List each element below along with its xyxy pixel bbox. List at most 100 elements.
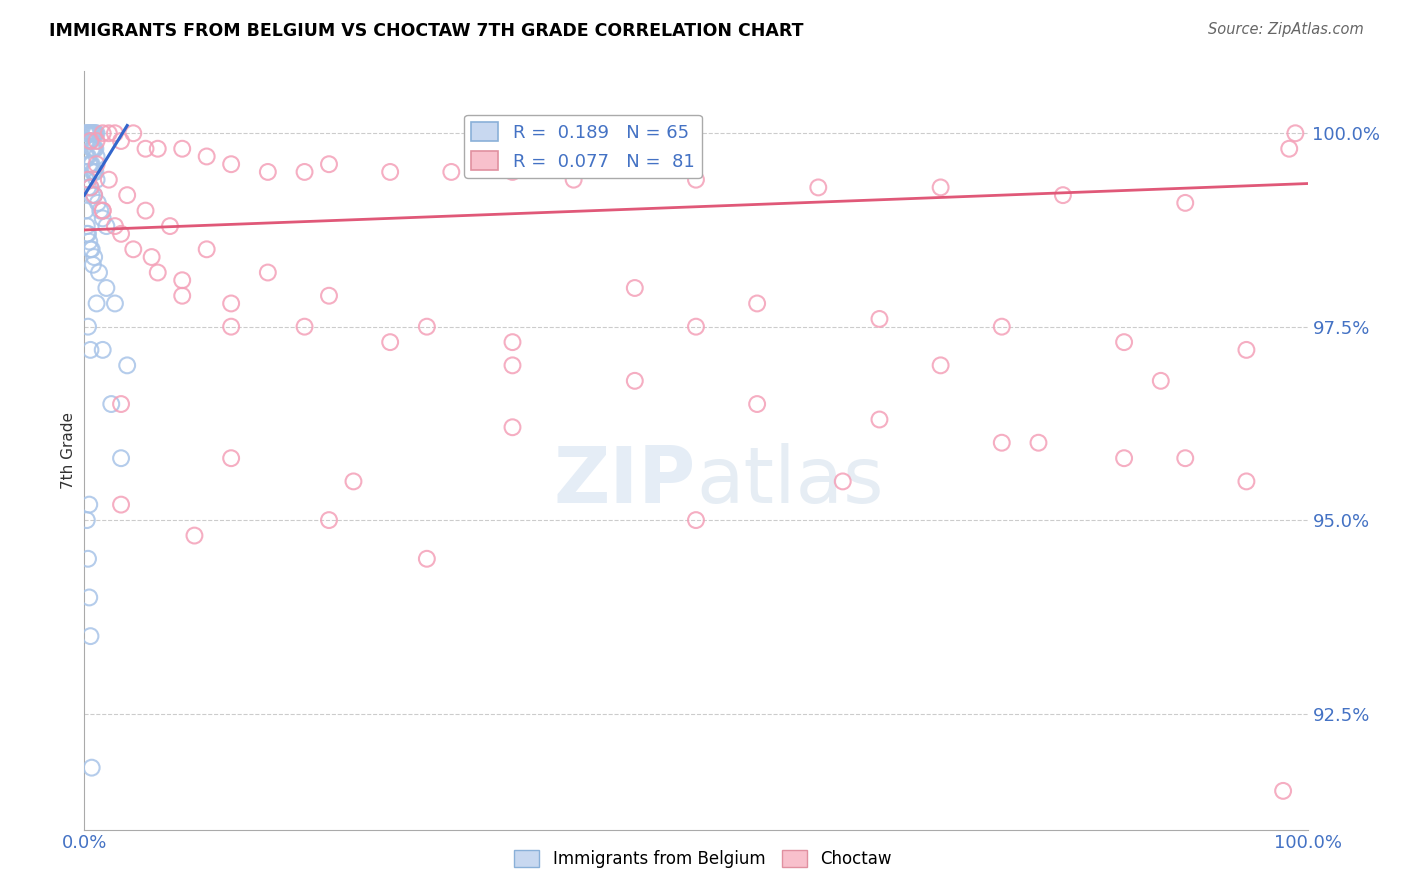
- Point: [83, 250, 105, 264]
- Point: [1174, 451, 1197, 466]
- Point: [79, 343, 101, 357]
- Point: [104, 296, 127, 310]
- Point: [1236, 343, 1258, 357]
- Point: [1052, 188, 1074, 202]
- Point: [380, 165, 402, 179]
- Point: [146, 266, 169, 280]
- Point: [110, 397, 132, 411]
- Text: ZIP: ZIP: [554, 443, 696, 519]
- Point: [87, 266, 110, 280]
- Point: [77, 126, 100, 140]
- Point: [77, 172, 100, 186]
- Point: [195, 242, 218, 256]
- Point: [76, 134, 98, 148]
- Point: [77, 180, 100, 194]
- Point: [110, 227, 132, 241]
- Point: [79, 134, 101, 148]
- Point: [76, 219, 98, 233]
- Point: [929, 359, 952, 373]
- Point: [294, 319, 316, 334]
- Point: [77, 319, 100, 334]
- Point: [76, 126, 98, 140]
- Point: [172, 273, 194, 287]
- Point: [76, 513, 98, 527]
- Point: [83, 188, 105, 202]
- Point: [83, 126, 105, 140]
- Point: [86, 149, 108, 163]
- Point: [318, 157, 340, 171]
- Point: [219, 157, 242, 171]
- Point: [135, 142, 157, 156]
- Point: [502, 359, 524, 373]
- Point: [84, 126, 107, 140]
- Point: [79, 629, 101, 643]
- Point: [416, 551, 439, 566]
- Point: [1272, 784, 1295, 798]
- Point: [79, 134, 101, 148]
- Point: [79, 180, 101, 194]
- Point: [77, 498, 100, 512]
- Point: [83, 142, 105, 156]
- Point: [122, 242, 145, 256]
- Point: [115, 359, 138, 373]
- Point: [219, 451, 242, 466]
- Point: [562, 172, 585, 186]
- Point: [1028, 435, 1050, 450]
- Point: [1284, 126, 1306, 140]
- Point: [624, 281, 647, 295]
- Point: [77, 126, 100, 140]
- Point: [91, 126, 114, 140]
- Point: [77, 134, 100, 148]
- Point: [991, 435, 1014, 450]
- Point: [747, 296, 769, 310]
- Point: [77, 157, 100, 171]
- Point: [110, 134, 132, 148]
- Point: [77, 149, 100, 163]
- Point: [1174, 195, 1197, 210]
- Point: [110, 451, 132, 466]
- Y-axis label: 7th Grade: 7th Grade: [60, 412, 76, 489]
- Point: [91, 203, 114, 218]
- Point: [76, 149, 98, 163]
- Text: atlas: atlas: [696, 443, 883, 519]
- Point: [257, 266, 280, 280]
- Point: [82, 258, 104, 272]
- Text: Source: ZipAtlas.com: Source: ZipAtlas.com: [1208, 22, 1364, 37]
- Point: [86, 134, 108, 148]
- Point: [75, 149, 97, 163]
- Point: [77, 551, 100, 566]
- Point: [929, 180, 952, 194]
- Point: [294, 165, 316, 179]
- Point: [87, 195, 110, 210]
- Point: [146, 142, 169, 156]
- Point: [104, 219, 127, 233]
- Point: [86, 296, 108, 310]
- Point: [91, 203, 114, 218]
- Point: [91, 211, 114, 226]
- Point: [83, 165, 105, 179]
- Point: [79, 157, 101, 171]
- Point: [79, 126, 101, 140]
- Point: [318, 289, 340, 303]
- Point: [869, 412, 891, 426]
- Point: [96, 281, 118, 295]
- Point: [219, 319, 242, 334]
- Point: [1114, 335, 1136, 350]
- Point: [77, 134, 100, 148]
- Point: [172, 289, 194, 303]
- Point: [82, 142, 104, 156]
- Point: [219, 296, 242, 310]
- Point: [77, 591, 100, 605]
- Point: [502, 420, 524, 434]
- Point: [869, 312, 891, 326]
- Point: [80, 157, 103, 171]
- Point: [86, 172, 108, 186]
- Point: [685, 513, 707, 527]
- Point: [82, 126, 104, 140]
- Point: [318, 513, 340, 527]
- Point: [502, 335, 524, 350]
- Point: [89, 203, 111, 218]
- Point: [1278, 142, 1301, 156]
- Point: [75, 126, 97, 140]
- Point: [96, 219, 118, 233]
